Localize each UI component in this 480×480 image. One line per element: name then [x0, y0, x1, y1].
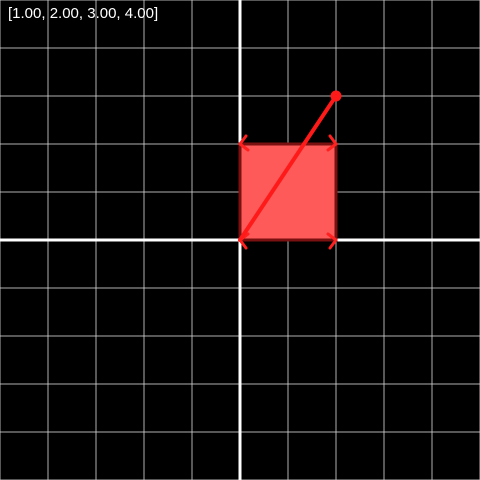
corner-handle-icon	[326, 232, 338, 250]
corner-handle	[326, 134, 338, 152]
vector-tip-handle[interactable]	[330, 90, 342, 102]
corner-handle-icon	[238, 134, 250, 152]
vector-layer	[238, 90, 342, 242]
corner-handle-icon	[326, 134, 338, 152]
corner-handle	[326, 232, 338, 250]
unit-square	[238, 142, 338, 242]
unit-square-layer	[238, 142, 338, 242]
matrix-readout: [1.00, 2.00, 3.00, 4.00]	[8, 5, 159, 22]
corner-handle	[238, 134, 250, 152]
corner-handles	[238, 134, 338, 250]
vector-line	[238, 94, 338, 242]
